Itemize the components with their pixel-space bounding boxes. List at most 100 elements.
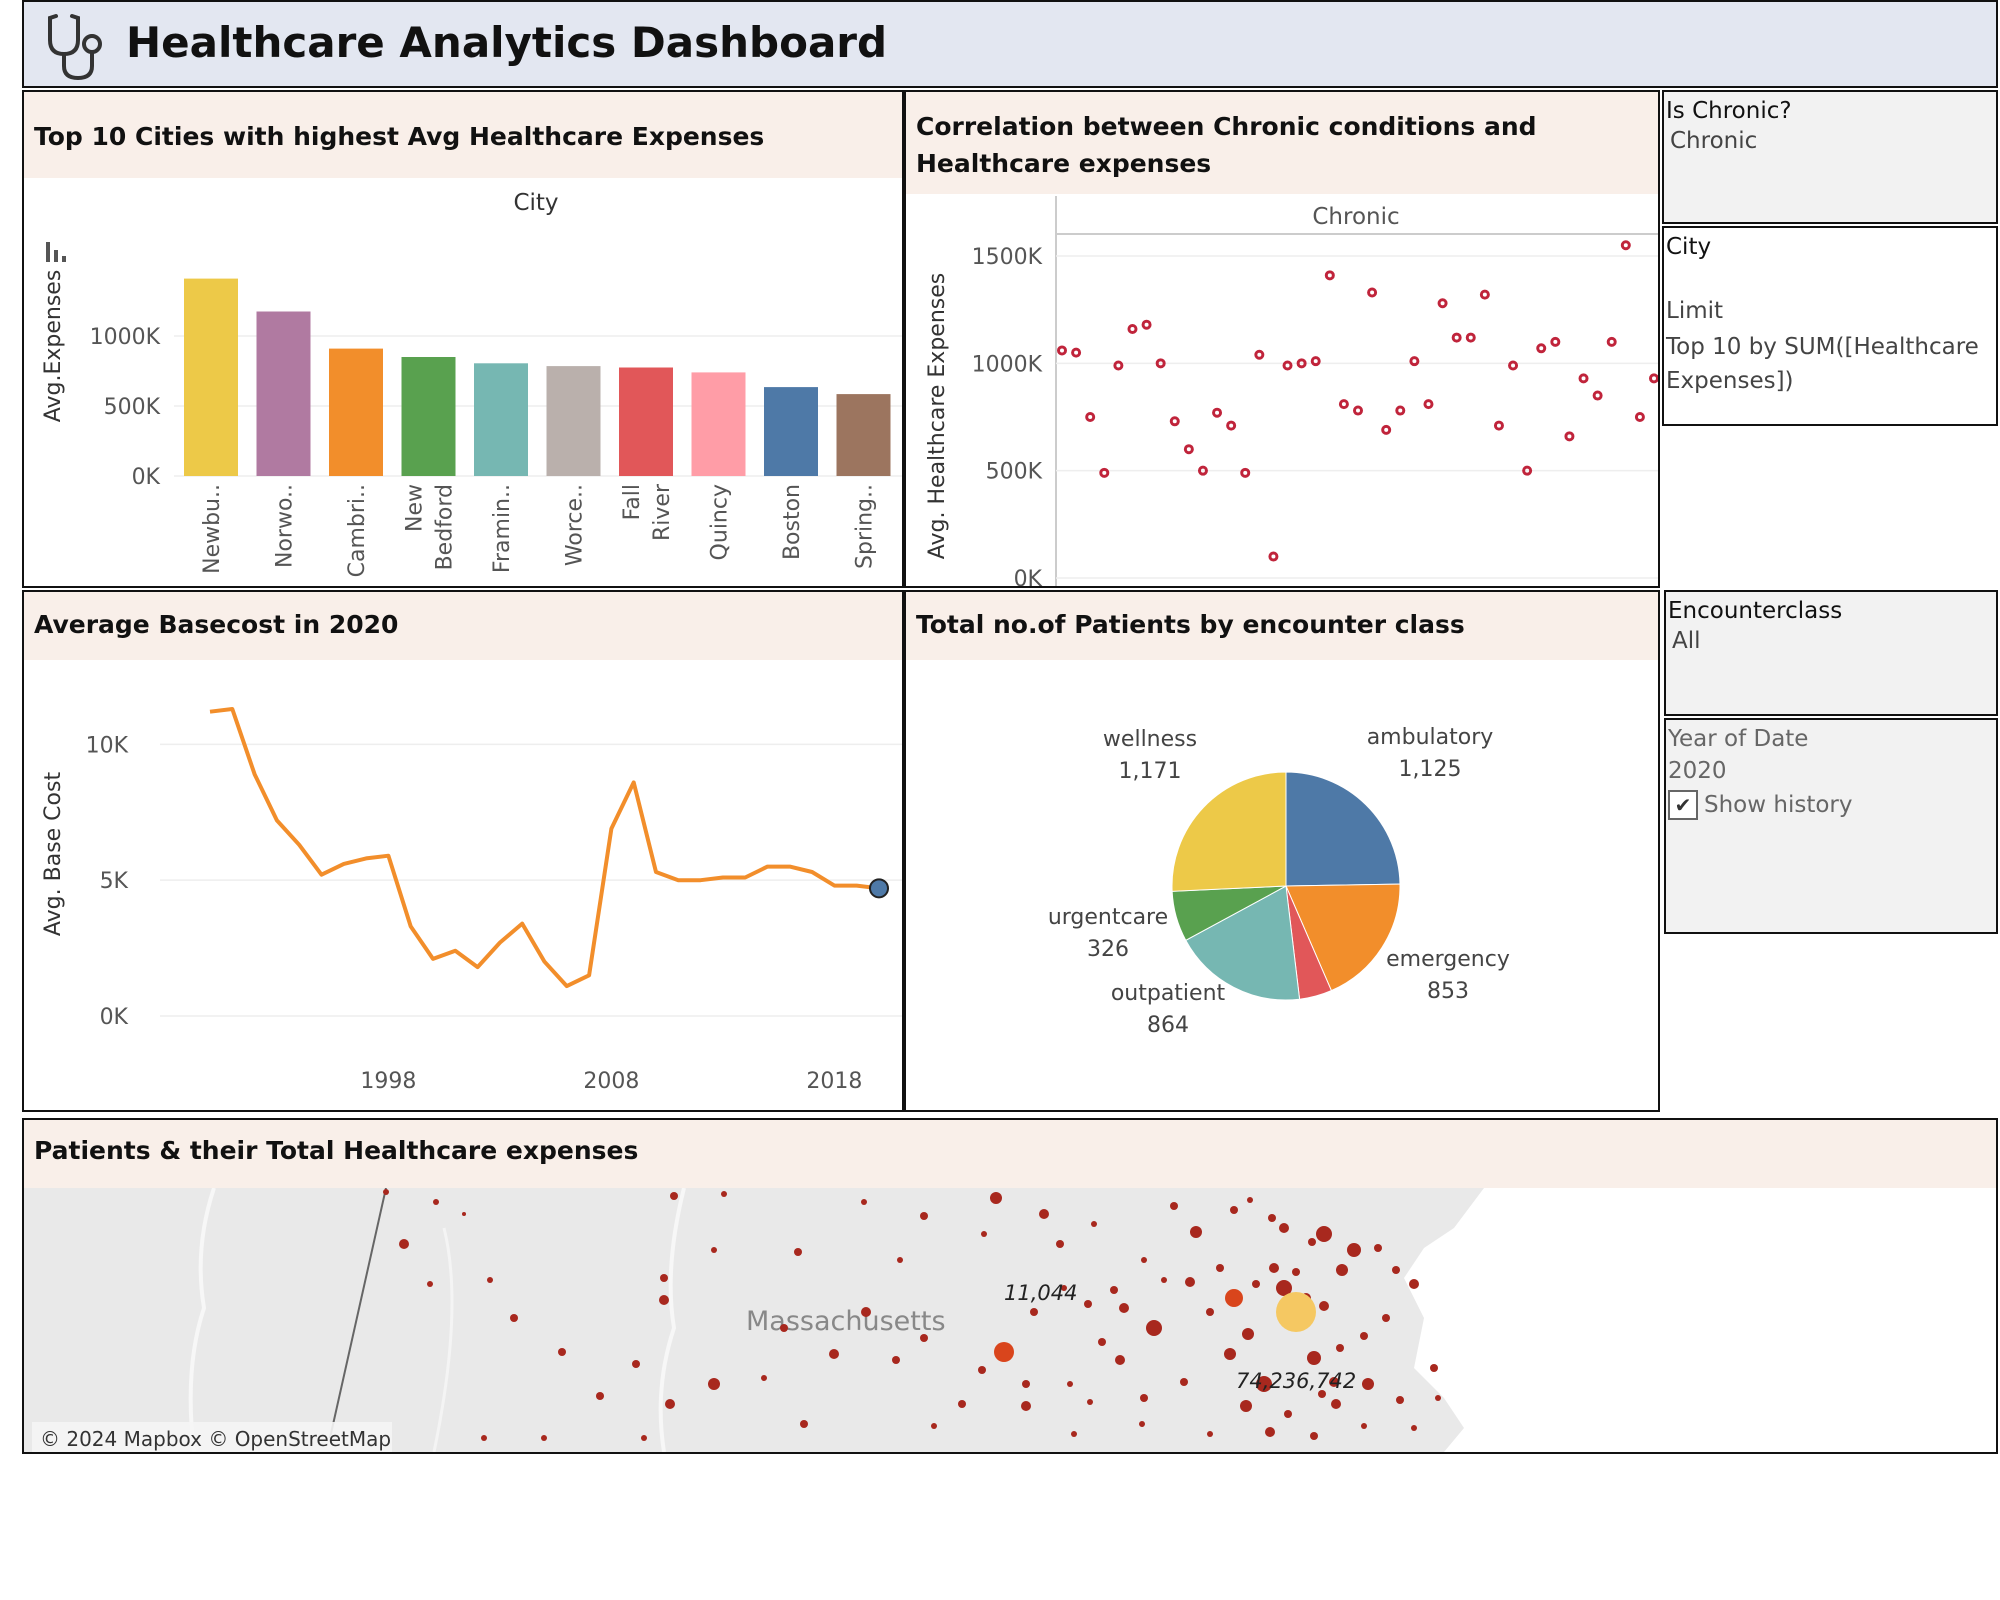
map-bubble[interactable] (665, 1399, 675, 1409)
filter-city[interactable]: City Limit Top 10 by SUM([Healthcare Exp… (1662, 226, 1998, 426)
map-bubble[interactable] (1185, 1277, 1195, 1287)
map-bubble[interactable] (659, 1295, 669, 1305)
map-bubble[interactable] (1382, 1314, 1390, 1322)
map-bubble[interactable] (1307, 1351, 1321, 1365)
map-bubble[interactable] (920, 1334, 928, 1342)
filter-is-chronic-value[interactable]: Chronic (1670, 128, 1758, 154)
map-bubble[interactable] (1115, 1355, 1125, 1365)
map-bubble[interactable] (1331, 1399, 1341, 1409)
map-bubble[interactable] (1180, 1378, 1188, 1386)
map-bubble[interactable] (1110, 1286, 1118, 1294)
scatter-point[interactable] (1465, 332, 1476, 343)
bar[interactable] (474, 363, 528, 476)
map-bubble[interactable] (1141, 1257, 1147, 1263)
scatter-point[interactable] (1127, 323, 1138, 334)
show-history-row[interactable]: ✔ Show history (1666, 784, 1996, 820)
map-bubble[interactable] (1336, 1344, 1344, 1352)
map-bubble[interactable] (1268, 1214, 1276, 1222)
map-bubble[interactable] (1225, 1289, 1243, 1307)
map-bubble[interactable] (1216, 1264, 1224, 1272)
map-bubble[interactable] (1256, 1376, 1272, 1392)
map-bubble[interactable] (1039, 1209, 1049, 1219)
map-bubble[interactable] (780, 1324, 788, 1332)
map-bubble[interactable] (990, 1192, 1002, 1204)
map-bubble[interactable] (1091, 1221, 1097, 1227)
map-bubble[interactable] (800, 1420, 808, 1428)
filter-is-chronic[interactable]: Is Chronic? Chronic (1662, 90, 1998, 224)
scatter-point[interactable] (1578, 373, 1589, 384)
map-bubble[interactable] (978, 1366, 986, 1374)
bar[interactable] (256, 311, 311, 477)
map-bubble[interactable] (1409, 1279, 1419, 1289)
map-bubble[interactable] (1252, 1280, 1260, 1288)
map-bubble[interactable] (1084, 1300, 1092, 1308)
bar[interactable] (184, 278, 238, 476)
scatter-point[interactable] (1099, 467, 1110, 478)
scatter-point[interactable] (1212, 407, 1223, 418)
scatter-point[interactable] (1451, 332, 1462, 343)
scatter-point[interactable] (1353, 405, 1363, 416)
scatter-point[interactable] (1550, 336, 1561, 347)
scatter-point[interactable] (1268, 551, 1279, 562)
map-bubble[interactable] (958, 1400, 966, 1408)
scatter-point[interactable] (1169, 416, 1180, 427)
map-bubble[interactable] (1240, 1400, 1252, 1412)
map-bubble[interactable] (1336, 1264, 1348, 1276)
map-bubble[interactable] (1022, 1380, 1030, 1388)
map-bubble[interactable] (1308, 1238, 1316, 1246)
map-bubble[interactable] (708, 1378, 720, 1390)
map-bubble[interactable] (427, 1281, 433, 1287)
map-bubble[interactable] (1279, 1223, 1289, 1233)
map-bubble[interactable] (670, 1192, 678, 1200)
map-bubble[interactable] (1139, 1421, 1145, 1427)
map-bubble[interactable] (1140, 1394, 1148, 1402)
scatter-point[interactable] (1183, 444, 1194, 455)
scatter-point[interactable] (1479, 289, 1490, 300)
map-bubble[interactable] (861, 1307, 871, 1317)
map-bubble[interactable] (1207, 1431, 1213, 1437)
scatter-point[interactable] (1338, 399, 1349, 410)
map-bubble[interactable] (1021, 1401, 1031, 1411)
map-bubble[interactable] (1362, 1378, 1374, 1390)
map-bubble[interactable] (1316, 1226, 1332, 1242)
filter-city-limit-value[interactable]: Top 10 by SUM([Healthcare Expenses]) (1666, 334, 1979, 394)
map-bubble[interactable] (794, 1248, 802, 1256)
map-bubble[interactable] (1284, 1410, 1292, 1418)
map-bubble[interactable] (981, 1231, 987, 1237)
map-bubble[interactable] (1310, 1432, 1318, 1440)
scatter-point[interactable] (1423, 399, 1434, 410)
scatter-point[interactable] (1437, 298, 1448, 309)
filter-encounterclass[interactable]: Encounterclass All (1664, 590, 1998, 716)
bar[interactable] (619, 367, 673, 477)
map-bubble[interactable] (920, 1212, 928, 1220)
scatter-point[interactable] (1113, 360, 1124, 371)
map-bubble[interactable] (558, 1348, 566, 1356)
scatter-point[interactable] (1564, 431, 1575, 442)
pie-slice[interactable] (1285, 771, 1401, 887)
map-bubble[interactable] (892, 1356, 900, 1364)
map-bubble[interactable] (1119, 1303, 1129, 1313)
show-history-checkbox[interactable]: ✔ (1668, 790, 1698, 820)
pie-slice[interactable] (1185, 885, 1301, 1001)
map-bubble[interactable] (1087, 1399, 1093, 1405)
scatter-point[interactable] (1381, 424, 1392, 435)
filter-icon[interactable] (46, 242, 66, 262)
map-bubble[interactable] (1161, 1277, 1167, 1283)
map-bubble[interactable] (510, 1314, 518, 1322)
map-bubble[interactable] (1361, 1423, 1367, 1429)
scatter-point[interactable] (1226, 420, 1237, 431)
map-bubble[interactable] (433, 1199, 439, 1205)
map-bubble[interactable] (1329, 1377, 1339, 1387)
filter-encounterclass-value[interactable]: All (1672, 628, 1701, 654)
map-bubble[interactable] (1056, 1240, 1064, 1248)
scatter-point[interactable] (1155, 358, 1166, 369)
map-bubble[interactable] (1360, 1332, 1368, 1340)
map-bubble[interactable] (1067, 1381, 1073, 1387)
map-bubble[interactable] (383, 1189, 389, 1195)
bar[interactable] (764, 387, 818, 476)
map-bubble[interactable] (761, 1375, 767, 1381)
map-bubble[interactable] (1247, 1197, 1253, 1203)
bar[interactable] (836, 394, 891, 476)
map-bubble[interactable] (481, 1435, 487, 1441)
scatter-point[interactable] (1649, 373, 1658, 384)
